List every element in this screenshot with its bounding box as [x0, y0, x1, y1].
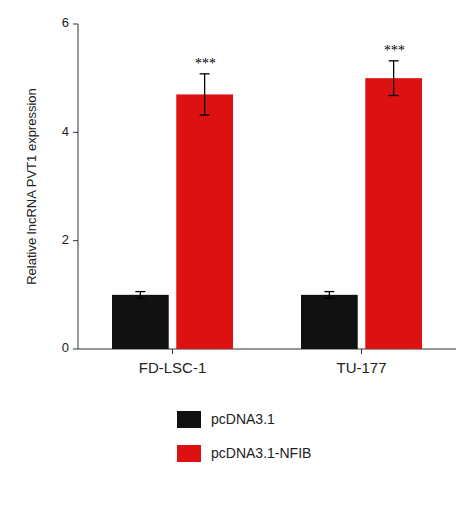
error-bar-cap — [389, 60, 399, 61]
annotations: *** *** — [194, 43, 404, 71]
y-axis: 0 2 4 6 — [62, 15, 78, 355]
legend-label: pcDNA3.1-NFIB — [211, 445, 311, 461]
y-tick — [73, 132, 78, 133]
error-bar-cap — [200, 114, 210, 115]
legend-swatch — [177, 445, 201, 462]
error-bar-stem — [393, 61, 394, 96]
error-bar — [135, 292, 145, 299]
legend-label: pcDNA3.1 — [211, 411, 275, 427]
y-tick-label: 0 — [62, 340, 69, 355]
legend-swatch — [177, 411, 201, 428]
error-bar-cap — [135, 297, 145, 298]
error-bar-cap — [389, 95, 399, 96]
y-tick — [73, 240, 78, 241]
significance-label: *** — [194, 56, 215, 71]
error-bar-cap — [324, 297, 334, 298]
error-bar — [389, 61, 399, 96]
x-tick-label: TU-177 — [336, 359, 386, 376]
error-bar — [324, 292, 334, 299]
chart: 0 2 4 6 Relative lncRNA PVT1 expression FD-LS… — [0, 0, 474, 529]
y-tick — [73, 24, 78, 25]
legend: pcDNA3.1 pcDNA3.1-NFIB — [177, 411, 311, 462]
bars — [112, 61, 422, 349]
y-tick-label: 6 — [62, 15, 69, 30]
y-axis-label: Relative lncRNA PVT1 expression — [24, 88, 39, 285]
significance-label: *** — [383, 43, 404, 58]
error-bar-stem — [140, 292, 141, 299]
x-tick — [172, 349, 173, 354]
error-bar-cap — [200, 73, 210, 74]
y-tick-label: 4 — [62, 124, 69, 139]
y-axis-line — [78, 24, 79, 349]
bar — [365, 78, 422, 349]
bar — [112, 295, 169, 349]
y-tick — [73, 349, 78, 350]
y-tick-label: 2 — [62, 232, 69, 247]
error-bar-stem — [204, 74, 205, 115]
error-bar — [200, 74, 210, 115]
error-bar-cap — [324, 291, 334, 292]
bar — [301, 295, 358, 349]
x-axis: FD-LSC-1 TU-177 — [78, 349, 456, 376]
x-tick-label: FD-LSC-1 — [139, 359, 207, 376]
x-tick — [361, 349, 362, 354]
bar — [176, 94, 233, 349]
error-bar-stem — [329, 292, 330, 299]
chart-container: 0 2 4 6 Relative lncRNA PVT1 expression FD-LS… — [0, 0, 474, 529]
error-bar-cap — [135, 291, 145, 292]
